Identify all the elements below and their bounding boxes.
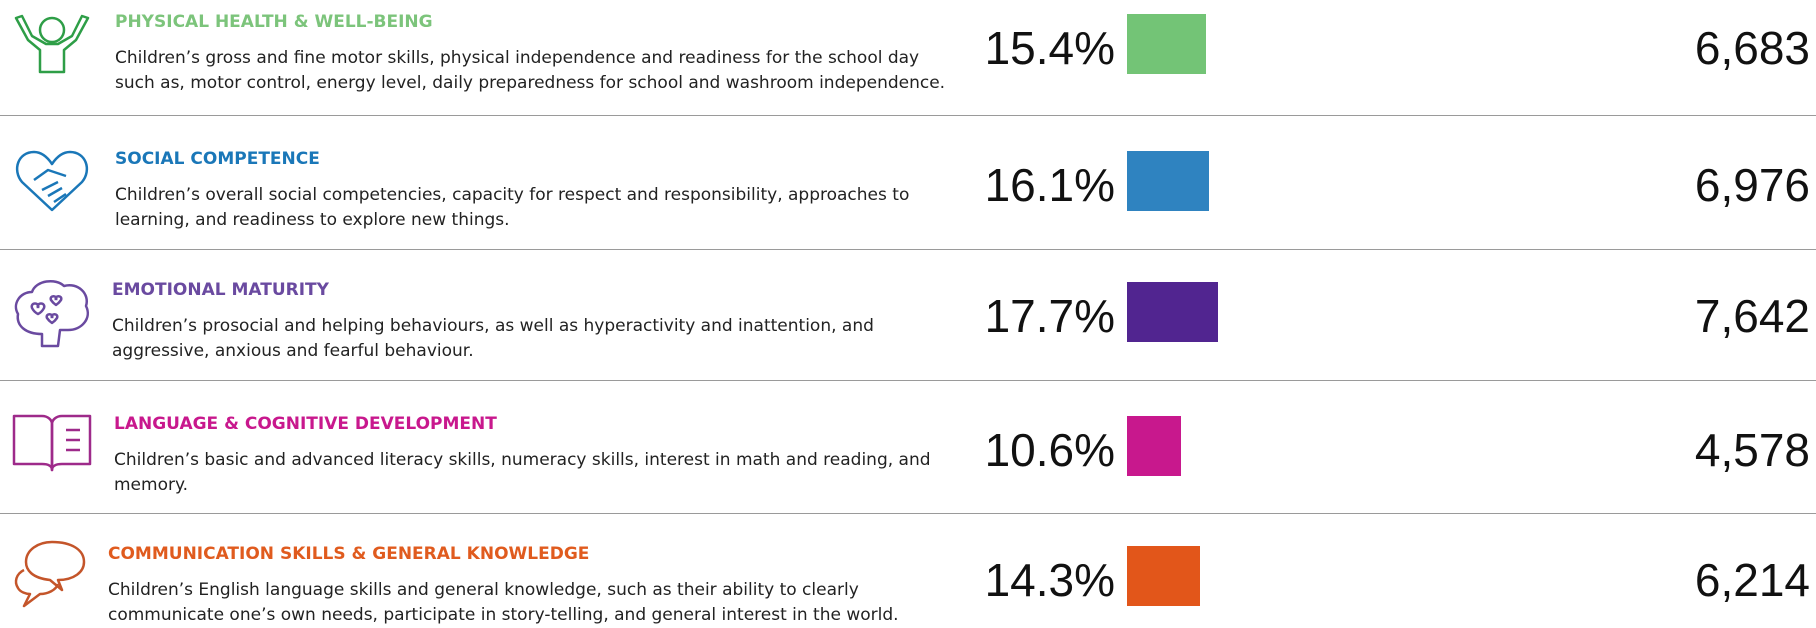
percent-bar — [1127, 416, 1182, 476]
category-title: LANGUAGE & COGNITIVE DEVELOPMENT — [114, 414, 497, 434]
category-title: EMOTIONAL MATURITY — [112, 280, 329, 300]
percent-label: 14.3% — [984, 554, 1115, 606]
category-description: Children’s gross and fine motor skills, … — [115, 48, 920, 68]
count-value: 6,683 — [1694, 22, 1810, 74]
percent-label: 10.6% — [984, 424, 1115, 476]
row-separator — [0, 513, 1816, 514]
percent-bar — [1127, 282, 1218, 342]
category-title: COMMUNICATION SKILLS & GENERAL KNOWLEDGE — [108, 544, 590, 564]
row-separator — [0, 115, 1816, 116]
category-description: aggressive, anxious and fearful behaviou… — [112, 341, 474, 361]
percent-label: 15.4% — [984, 22, 1115, 74]
count-value: 6,976 — [1694, 159, 1810, 211]
percent-bar — [1127, 151, 1210, 211]
count-value: 7,642 — [1694, 290, 1810, 342]
percent-label: 16.1% — [984, 159, 1115, 211]
social-icon — [15, 150, 89, 212]
row-separator — [0, 249, 1816, 250]
percent-bar — [1127, 14, 1206, 74]
row-separator — [0, 380, 1816, 381]
count-value: 6,214 — [1694, 554, 1810, 606]
category-description: Children’s basic and advanced literacy s… — [114, 450, 931, 470]
emotional-icon — [14, 279, 89, 348]
category-description: Children’s prosocial and helping behavio… — [112, 316, 874, 336]
category-title: SOCIAL COMPETENCE — [115, 149, 320, 169]
percent-bar — [1127, 546, 1201, 606]
category-description: Children’s overall social competencies, … — [115, 185, 910, 205]
category-description: memory. — [114, 475, 189, 495]
category-description: such as, motor control, energy level, da… — [115, 73, 946, 93]
communication-icon — [14, 540, 86, 608]
language-icon — [12, 414, 92, 472]
percent-label: 17.7% — [984, 290, 1115, 342]
category-description: communicate one’s own needs, participate… — [108, 605, 899, 625]
health-icon — [14, 14, 90, 74]
count-value: 4,578 — [1694, 424, 1810, 476]
category-description: learning, and readiness to explore new t… — [115, 210, 510, 230]
category-description: Children’s English language skills and g… — [108, 580, 859, 600]
category-title: PHYSICAL HEALTH & WELL-BEING — [115, 12, 433, 32]
